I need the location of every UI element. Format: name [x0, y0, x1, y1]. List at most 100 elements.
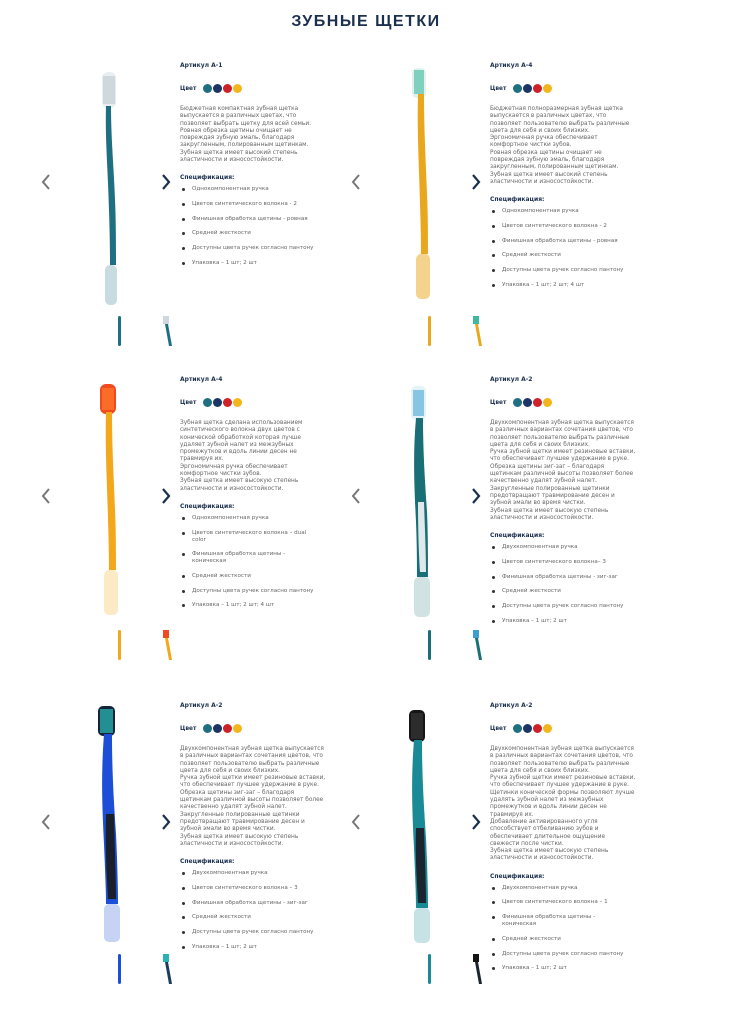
color-row: Цвет	[490, 84, 650, 93]
next-arrow-button[interactable]	[158, 486, 174, 506]
spec-title: Спецификация:	[490, 196, 545, 204]
spec-item: Двухкомпонентная ручка	[180, 870, 340, 877]
product-description: Двухкомпонентная зубная щетка выпускаетс…	[490, 420, 636, 521]
thumbnail-image[interactable]	[100, 314, 140, 348]
color-swatch-red[interactable]	[223, 84, 233, 93]
prev-arrow-button[interactable]	[38, 486, 54, 506]
color-swatch-yellow[interactable]	[543, 724, 553, 733]
color-swatch-yellow[interactable]	[233, 84, 243, 93]
spec-item: Доступны цвета ручек согласно пантону	[180, 588, 340, 595]
prev-arrow-button[interactable]	[38, 812, 54, 832]
next-arrow-button[interactable]	[468, 812, 484, 832]
toothbrush-image	[98, 706, 120, 942]
spec-item: Финишная обработка щетины - ровная	[490, 238, 650, 245]
next-arrow-button[interactable]	[158, 812, 174, 832]
color-swatch-yellow[interactable]	[543, 84, 553, 93]
color-swatch-navy[interactable]	[213, 724, 223, 733]
spec-item: Средней жесткости	[180, 230, 340, 237]
color-swatch-teal[interactable]	[513, 398, 523, 407]
product-info: Артикул А-4 Цвет Зубная щетка сделана ис…	[180, 376, 340, 617]
product-sku: Артикул А-4	[490, 62, 533, 69]
product-info: Артикул А-2 Цвет Двухкомпонентная зубная…	[490, 376, 650, 632]
color-swatch-yellow[interactable]	[233, 724, 243, 733]
thumbnail-image[interactable]	[151, 314, 191, 348]
color-swatch-teal[interactable]	[203, 724, 213, 733]
color-swatch-teal[interactable]	[203, 398, 213, 407]
thumbnail-image[interactable]	[151, 628, 191, 662]
chevron-right-icon	[161, 174, 171, 190]
color-swatch-red[interactable]	[533, 84, 543, 93]
color-swatch-navy[interactable]	[523, 724, 533, 733]
thumbnail-image[interactable]	[100, 952, 140, 986]
product-description: Зубная щетка сделана использованием синт…	[180, 420, 303, 492]
thumbnail-image[interactable]	[410, 628, 450, 662]
thumbnail-image[interactable]	[461, 952, 501, 986]
product-sku: Артикул А-1	[180, 62, 223, 69]
color-label: Цвет	[490, 85, 507, 92]
spec-item: Цветов синтетического волокна – dual col…	[180, 530, 312, 544]
toothbrush-image	[409, 710, 430, 943]
spec-item: Средней жесткости	[180, 914, 340, 921]
next-arrow-button[interactable]	[468, 486, 484, 506]
spec-item: Двухкомпонентная ручка	[490, 544, 650, 551]
color-swatch-navy[interactable]	[213, 84, 223, 93]
color-swatch-yellow[interactable]	[233, 398, 243, 407]
color-swatch-red[interactable]	[533, 398, 543, 407]
spec-item: Упаковка – 1 шт; 2 шт	[180, 944, 340, 951]
color-swatch-navy[interactable]	[523, 398, 533, 407]
color-swatch-red[interactable]	[533, 724, 543, 733]
next-arrow-button[interactable]	[468, 172, 484, 192]
product-info: Артикул А-2 Цвет Двухкомпонентная зубная…	[180, 702, 340, 958]
product-card: Артикул А-2 Цвет Двухкомпонентная зубная…	[8, 702, 338, 1002]
color-swatch-teal[interactable]	[513, 84, 523, 93]
thumbnail-image[interactable]	[151, 952, 191, 986]
color-swatch-red[interactable]	[223, 398, 233, 407]
color-row: Цвет	[180, 398, 340, 407]
product-description: Бюджетная полноразмерная зубная щетка вы…	[490, 106, 630, 185]
color-swatch-yellow[interactable]	[543, 398, 553, 407]
spec-item: Цветов синтетического волокна – 1	[490, 899, 650, 906]
prev-arrow-button[interactable]	[348, 172, 364, 192]
thumbnail-image[interactable]	[461, 628, 501, 662]
spec-item: Финишная обработка щетины - коническая	[490, 914, 622, 928]
color-swatch-navy[interactable]	[213, 398, 223, 407]
thumbnail-image[interactable]	[100, 628, 140, 662]
thumbnail-image[interactable]	[461, 314, 501, 348]
color-swatch-teal[interactable]	[513, 724, 523, 733]
color-row: Цвет	[180, 724, 340, 733]
spec-item: Финишная обработка щетины - зиг-заг	[180, 900, 340, 907]
spec-item: Упаковка – 1 шт; 2 шт	[180, 260, 340, 267]
color-swatch-teal[interactable]	[203, 84, 213, 93]
spec-item: Однокомпонентная ручка	[490, 208, 650, 215]
thumbnail-image[interactable]	[410, 314, 450, 348]
product-info: Артикул А-1 Цвет Бюджетная компактная зу…	[180, 62, 340, 275]
color-swatch-navy[interactable]	[523, 84, 533, 93]
color-label: Цвет	[180, 85, 197, 92]
color-row: Цвет	[490, 724, 650, 733]
spec-item: Доступны цвета ручек согласно пантону	[180, 245, 340, 252]
thumbnail-image[interactable]	[410, 952, 450, 986]
color-row: Цвет	[180, 84, 340, 93]
spec-item: Доступны цвета ручек согласно пантону	[490, 951, 650, 958]
prev-arrow-button[interactable]	[38, 172, 54, 192]
chevron-left-icon	[41, 174, 51, 190]
spec-item: Цветов синтетического волокна - 2	[490, 223, 650, 230]
product-info: Артикул А-4 Цвет Бюджетная полноразмерна…	[490, 62, 650, 296]
chevron-left-icon	[41, 488, 51, 504]
prev-arrow-button[interactable]	[348, 486, 364, 506]
color-label: Цвет	[490, 725, 507, 732]
chevron-left-icon	[41, 814, 51, 830]
next-arrow-button[interactable]	[158, 172, 174, 192]
spec-title: Спецификация:	[490, 872, 545, 880]
spec-item: Финишная обработка щетины - коническая	[180, 551, 312, 565]
color-label: Цвет	[180, 399, 197, 406]
spec-item: Средней жесткости	[490, 588, 650, 595]
page-title: ЗУБНЫЕ ЩЕТКИ	[291, 13, 441, 30]
spec-title: Спецификация:	[490, 532, 545, 540]
color-swatch-red[interactable]	[223, 724, 233, 733]
spec-item: Средней жесткости	[490, 936, 650, 943]
product-card: Артикул А-4 Цвет Зубная щетка сделана ис…	[8, 376, 338, 676]
product-sku: Артикул А-2	[490, 376, 533, 383]
spec-title: Спецификация:	[180, 502, 235, 510]
prev-arrow-button[interactable]	[348, 812, 364, 832]
